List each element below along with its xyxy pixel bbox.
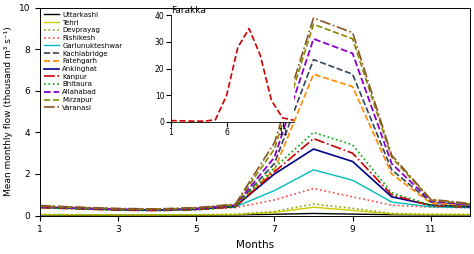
X-axis label: Months: Months bbox=[236, 240, 274, 250]
Y-axis label: Mean monthly flow (thousand m³ s⁻¹): Mean monthly flow (thousand m³ s⁻¹) bbox=[4, 27, 13, 197]
Text: Farakka: Farakka bbox=[171, 6, 206, 15]
Legend: Uttarkashi, Tehri, Devprayag, Rishikesh, Garlunukteshwar, Kachlabridge, Fatehgar: Uttarkashi, Tehri, Devprayag, Rishikesh,… bbox=[44, 11, 123, 111]
